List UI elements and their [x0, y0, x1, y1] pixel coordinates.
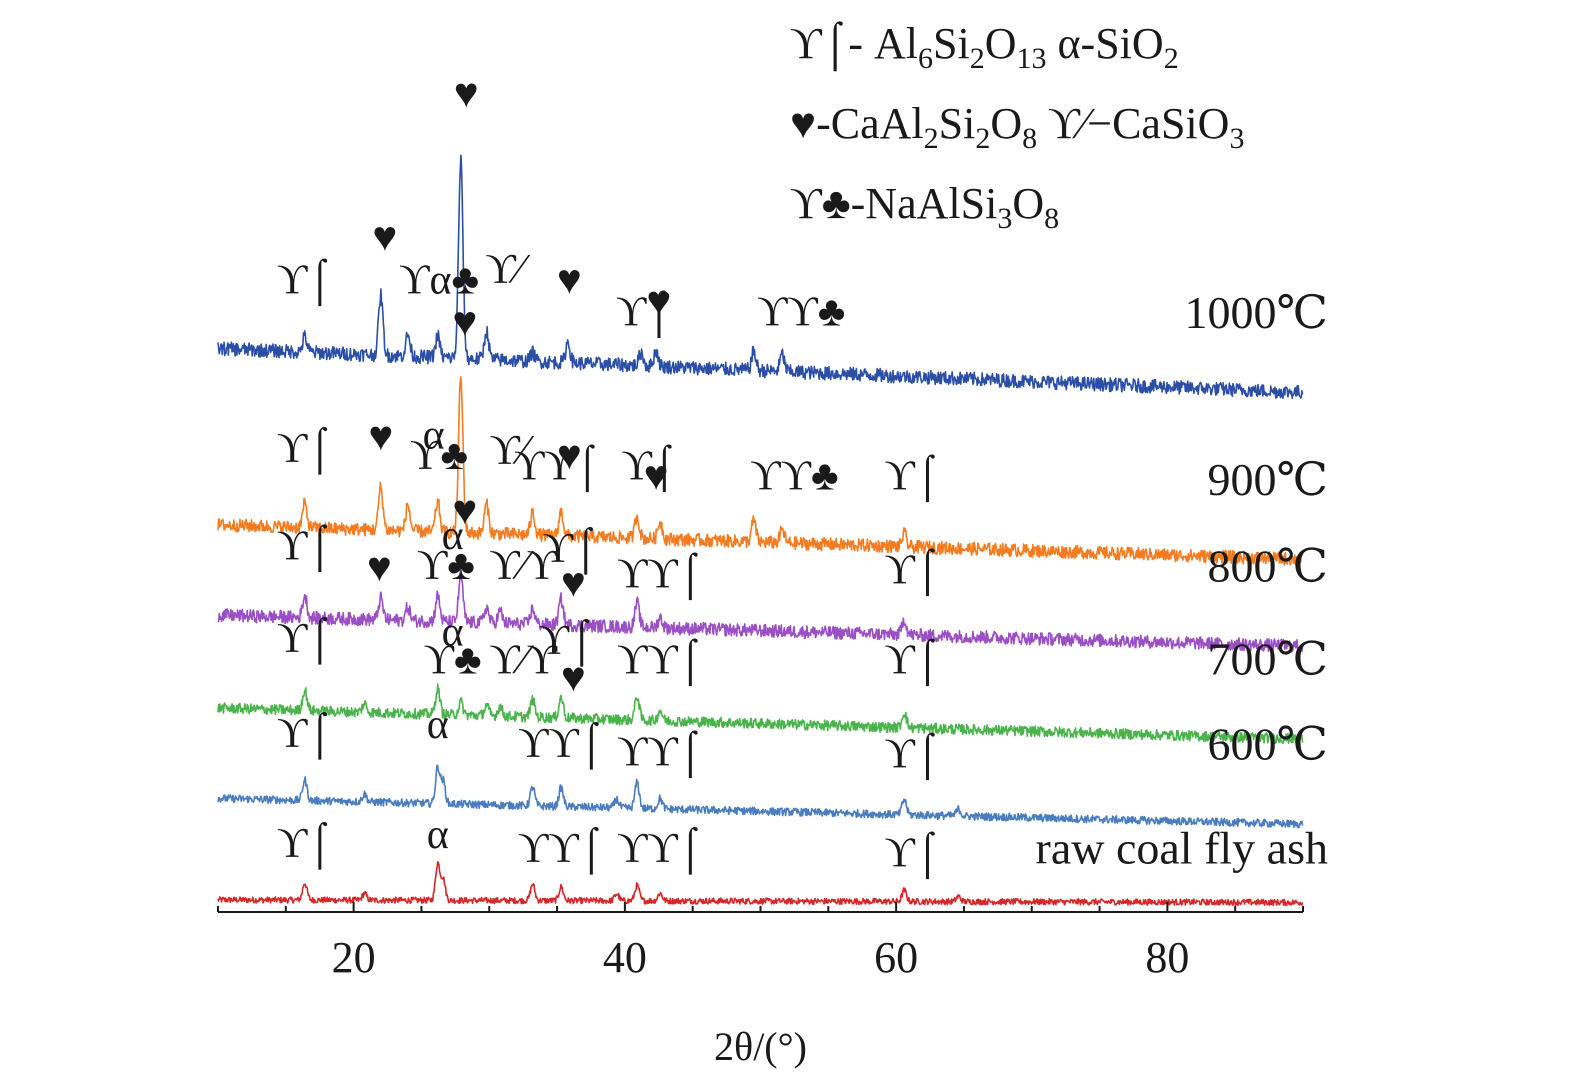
phase-marker: ♥	[367, 545, 392, 591]
phase-marker: ϒϒ⌠	[518, 826, 604, 875]
series-label: 600℃	[1208, 719, 1328, 770]
phase-marker: ♥	[557, 258, 582, 304]
phase-marker: ϒϒ♣	[750, 454, 838, 500]
phase-marker: ϒ♣	[410, 433, 468, 479]
phase-marker: ϒϒ⌠	[617, 638, 703, 687]
phase-marker: ♥	[452, 300, 477, 346]
phase-markers-layer: ϒ⌠ α ϒϒ⌠ ϒϒ⌠ ϒ⌠ϒ⌠ α ϒϒ⌠ ϒϒ⌠ ϒ⌠ϒ⌠ αϒ♣ ϒ⁄ϒϒ⌠♥ ϒϒ⌠ ϒ⌠ϒ⌠…	[277, 71, 940, 879]
phase-marker: ϒ⌠	[277, 616, 333, 665]
series-line-800	[217, 569, 1304, 653]
phase-marker: ϒϒ⌠	[617, 552, 703, 601]
phase-marker: ϒ⁄ϒ	[489, 638, 557, 684]
phase-marker: α	[423, 412, 445, 458]
x-tick-label: 80	[1145, 933, 1189, 982]
legend-entry: ϒ⌠- Al6Si2O13 α-SiO2	[790, 19, 1179, 75]
legend-text: ♥-CaAl	[790, 99, 924, 148]
phase-marker: α	[442, 513, 464, 559]
legend-text: α-SiO	[1047, 19, 1164, 68]
phase-marker: ♥	[368, 414, 393, 460]
series-label: raw coal fly ash	[1036, 823, 1329, 874]
series-line-raw-coal-fly-ash	[217, 861, 1304, 907]
phase-marker: ♥	[644, 454, 669, 500]
phase-marker: ♥	[561, 655, 586, 701]
series-label: 800℃	[1208, 541, 1328, 592]
x-axis-title: 2θ/(°)	[714, 1024, 807, 1069]
phase-marker: ϒ⌠	[621, 443, 677, 492]
series-label: 1000℃	[1185, 287, 1328, 338]
x-tick-label: 60	[874, 933, 918, 982]
phase-marker: ϒα♣	[399, 258, 479, 304]
phase-marker: ϒϒ⌠	[514, 443, 600, 492]
legend-text: ϒ♣-NaAlSi	[790, 179, 997, 228]
phase-marker: ϒ⌠	[543, 526, 599, 575]
series-line-1000	[217, 154, 1304, 400]
legend-text: O	[985, 19, 1017, 68]
phase-marker: ♥	[557, 433, 582, 479]
phase-marker: ϒ♣	[417, 543, 475, 589]
legend-subscript: 2	[970, 42, 985, 75]
phase-marker: ϒ⁄ϒ	[489, 543, 557, 589]
phase-marker: ϒ⌠	[277, 523, 333, 572]
series-label: 900℃	[1208, 454, 1328, 505]
phase-marker: ϒ⌠	[277, 711, 333, 760]
legend-subscript: 8	[1044, 202, 1059, 235]
legend-entry: ϒ♣-NaAlSi3O8	[790, 179, 1059, 235]
phase-marker: ♥	[561, 560, 586, 606]
legend-text: ϒ⁄−CaSiO	[1037, 99, 1229, 148]
legend-text: ϒ⌠- Al	[790, 19, 918, 71]
phase-marker: ϒ⌠	[616, 289, 672, 338]
series-layer	[217, 154, 1304, 907]
phase-marker: ϒ⌠	[539, 618, 595, 667]
legend-subscript: 6	[918, 42, 933, 75]
phase-marker: ϒ⌠	[277, 426, 333, 475]
legend-text: O	[990, 99, 1022, 148]
legend-text: O	[1012, 179, 1044, 228]
phase-marker: ♥	[372, 215, 397, 261]
phase-marker: ϒ⁄	[486, 247, 531, 293]
phase-marker: ϒ♣	[424, 638, 482, 684]
x-axis-ticks: 20 40 60 80	[217, 902, 1304, 982]
phase-marker: α	[427, 702, 449, 748]
x-tick-label: 20	[332, 933, 376, 982]
phase-marker: ϒ⌠	[885, 454, 941, 503]
series-labels-layer: raw coal fly ash 600℃ 700℃ 800℃ 900℃ 1000℃	[1036, 287, 1329, 874]
phase-marker: ϒ⌠	[885, 830, 941, 879]
phase-marker: ϒ⌠	[885, 638, 941, 687]
phase-marker: ϒ⌠	[885, 547, 941, 596]
legend-subscript: 8	[1022, 122, 1037, 155]
legend-subscript: 2	[975, 122, 990, 155]
phase-marker: ϒ⌠	[277, 258, 333, 307]
legend-subscript: 2	[1164, 42, 1179, 75]
phase-marker: ϒ⌠	[277, 821, 333, 870]
legend-subscript: 3	[997, 202, 1012, 235]
phase-marker: ϒϒ⌠	[518, 721, 604, 770]
series-line-900	[217, 376, 1304, 566]
legend-subscript: 13	[1017, 42, 1047, 75]
legend-subscript: 2	[924, 122, 939, 155]
legend-text: Si	[939, 99, 976, 148]
legend-text: Si	[933, 19, 970, 68]
legend-entry: ♥-CaAl2Si2O8 ϒ⁄−CaSiO3	[790, 99, 1244, 155]
series-line-700	[217, 683, 1304, 745]
phase-marker: ♥	[452, 488, 477, 534]
phase-marker: ϒϒ⌠	[617, 730, 703, 779]
phase-marker: ♥	[646, 279, 671, 325]
phase-marker: ϒϒ♣	[757, 289, 845, 335]
legend: ϒ⌠- Al6Si2O13 α-SiO2♥-CaAl2Si2O8 ϒ⁄−CaSi…	[790, 19, 1244, 235]
phase-marker: ϒϒ⌠	[617, 826, 703, 875]
phase-marker: ♥	[454, 71, 479, 117]
series-line-600	[217, 764, 1304, 829]
phase-marker: α	[442, 609, 464, 655]
phase-marker: α	[427, 812, 449, 858]
series-label: 700℃	[1208, 634, 1328, 685]
phase-marker: ϒ⌠	[885, 731, 941, 780]
x-tick-label: 40	[603, 933, 647, 982]
legend-subscript: 3	[1229, 122, 1244, 155]
